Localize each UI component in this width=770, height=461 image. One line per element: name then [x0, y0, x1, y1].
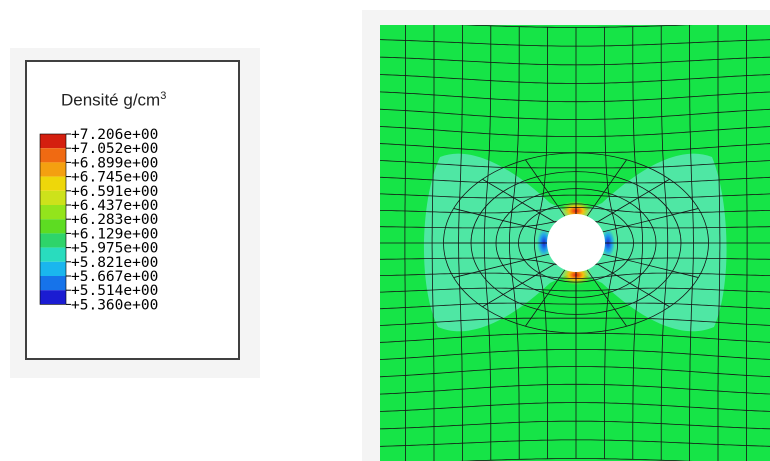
legend-title-text: Densité g/cm: [61, 90, 161, 110]
legend-tick-label: +6.283e+00: [71, 212, 158, 228]
legend-tick-label: +6.437e+00: [71, 198, 158, 214]
legend-tick-label: +7.206e+00: [71, 127, 158, 143]
central-hole: [547, 214, 605, 272]
legend-tick-label: +5.667e+00: [71, 269, 158, 285]
mesh-radial-line: [482, 179, 556, 223]
mesh-radial-line: [602, 208, 699, 233]
legend-tick-label: +6.591e+00: [71, 184, 158, 200]
legend-tick-label: +5.514e+00: [71, 283, 158, 299]
legend-tick-label: +7.052e+00: [71, 141, 158, 157]
legend-tick-label: +6.129e+00: [71, 226, 158, 242]
mesh-radial-line: [586, 159, 627, 217]
legend-band: [40, 261, 66, 276]
mesh-ring-line: [443, 152, 709, 334]
legend-band: [40, 162, 66, 177]
mesh-radial-line: [596, 263, 670, 307]
mesh-column-line: [746, 25, 748, 461]
legend-tick-label: +5.821e+00: [71, 255, 158, 271]
mesh-radial-line: [525, 269, 566, 327]
legend-band: [40, 190, 66, 205]
legend-tick-label: +5.975e+00: [71, 241, 158, 257]
mesh-column-line: [431, 25, 435, 461]
density-contour-plot: [380, 25, 770, 461]
mesh-radial-line: [453, 208, 550, 233]
legend-band: [40, 276, 66, 291]
legend-band: [40, 219, 66, 234]
mesh-radial-line: [596, 179, 670, 223]
legend-band: [40, 233, 66, 248]
legend-band: [40, 134, 66, 149]
legend-tick-label: +6.899e+00: [71, 155, 158, 171]
legend-title-exponent: 3: [160, 90, 167, 102]
legend-tick-label: +5.360e+00: [71, 297, 158, 313]
mesh-radial-line: [602, 253, 699, 278]
mesh-grid: [380, 25, 770, 461]
legend-title: Densité g/cm3: [61, 90, 166, 111]
color-scale: +7.206e+00+7.052e+00+6.899e+00+6.745e+00…: [39, 127, 158, 313]
mesh-column-line: [404, 25, 406, 461]
mesh-radial-line: [586, 269, 627, 327]
legend-band: [40, 148, 66, 163]
mesh-column-line: [717, 25, 721, 461]
legend-band: [40, 290, 66, 305]
legend-band: [40, 205, 66, 220]
mesh-radial-line: [525, 159, 566, 217]
legend-band: [40, 247, 66, 262]
legend-tick-label: +6.745e+00: [71, 170, 158, 186]
legend-band: [40, 176, 66, 191]
mesh-radial-line: [482, 263, 556, 307]
mesh-radial-line: [453, 253, 550, 278]
legend-panel: Densité g/cm3 +7.206e+00 +7.052e+00 +6.899…: [10, 48, 260, 378]
